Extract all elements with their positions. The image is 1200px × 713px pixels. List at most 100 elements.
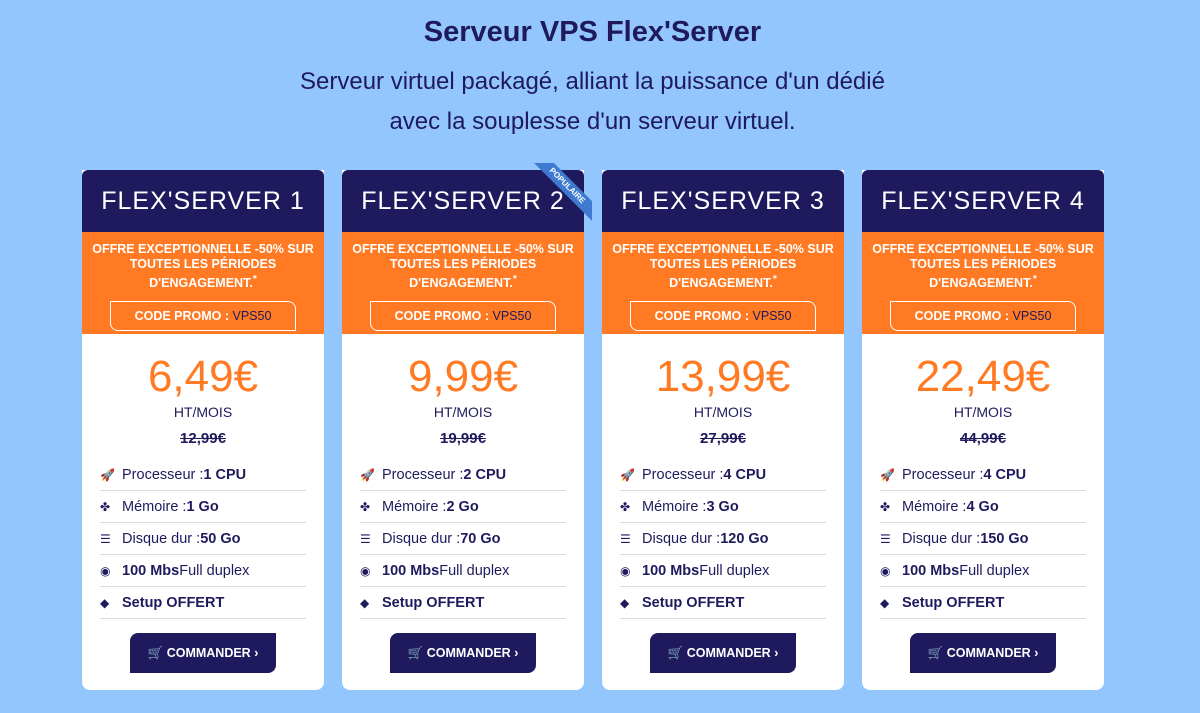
rocket-icon: 🚀 [880, 467, 895, 482]
old-price: 12,99€ [180, 430, 226, 447]
plan-card: FLEX'SERVER 4 OFFRE EXCEPTIONNELLE -50% … [862, 170, 1104, 690]
offer-asterisk: * [772, 274, 777, 285]
feature-memory: ✤ Mémoire : 4 Go [880, 491, 1086, 523]
plan-card: FLEX'SERVER 1 OFFRE EXCEPTIONNELLE -50% … [82, 170, 324, 690]
order-button[interactable]: 🛒 COMMANDER › [910, 633, 1056, 673]
price: 9,99€ [407, 352, 519, 401]
feature-list: 🚀 Processeur : 1 CPU ✤ Mémoire : 1 Go ☰ Dis… [100, 459, 306, 619]
globe-icon: ◉ [620, 563, 631, 578]
feature-network: ◉ 100 Mbs Full duplex [620, 555, 826, 587]
feature-disk: ☰ Disque dur : 50 Go [100, 523, 306, 555]
rocket-icon: 🚀 [360, 467, 375, 482]
feature-network: ◉ 100 Mbs Full duplex [100, 555, 306, 587]
chevron-right-icon: › [1034, 645, 1039, 660]
promo-code-label: CODE PROMO : [394, 309, 493, 324]
memory-icon: ✤ [100, 499, 111, 514]
promo-code: CODE PROMO : VPS50 [890, 301, 1076, 332]
rocket-icon: 🚀 [620, 467, 635, 482]
feature-setup: ◆ Setup OFFERT [880, 587, 1086, 619]
page-title: Serveur VPS Flex'Server [423, 16, 762, 48]
feature-disk: ☰ Disque dur : 150 Go [880, 523, 1086, 555]
plan-name: FLEX'SERVER 3 [602, 170, 844, 232]
order-button[interactable]: 🛒 COMMANDER › [390, 633, 536, 673]
globe-icon: ◉ [360, 563, 371, 578]
server-icon: ☰ [880, 531, 891, 546]
feature-setup: ◆ Setup OFFERT [620, 587, 826, 619]
popular-ribbon-label: POPULAIRE [530, 163, 592, 223]
feature-disk: ☰ Disque dur : 120 Go [620, 523, 826, 555]
promo-code-value: VPS50 [492, 309, 532, 324]
feature-list: 🚀 Processeur : 4 CPU ✤ Mémoire : 3 Go ☰ Dis… [620, 459, 826, 619]
feature-list: 🚀 Processeur : 4 CPU ✤ Mémoire : 4 Go ☰ Dis… [880, 459, 1086, 619]
old-price: 27,99€ [700, 430, 746, 447]
price-unit: HT/MOIS [173, 404, 233, 420]
feature-disk: ☰ Disque dur : 70 Go [360, 523, 566, 555]
tag-icon: ◆ [880, 595, 890, 610]
offer-text: OFFRE EXCEPTIONNELLE -50% SUR TOUTES LES… [92, 242, 314, 291]
feature-cpu: 🚀 Processeur : 1 CPU [100, 459, 306, 491]
memory-icon: ✤ [620, 499, 631, 514]
offer-text: OFFRE EXCEPTIONNELLE -50% SUR TOUTES LES… [612, 242, 834, 291]
promo-code: CODE PROMO : VPS50 [110, 301, 296, 332]
cart-icon: 🛒 [927, 645, 944, 660]
price-unit: HT/MOIS [433, 404, 493, 420]
offer-asterisk: * [1032, 274, 1037, 285]
promo-code-value: VPS50 [232, 309, 272, 324]
feature-network: ◉ 100 Mbs Full duplex [360, 555, 566, 587]
plan-card: FLEX'SERVER 3 OFFRE EXCEPTIONNELLE -50% … [602, 170, 844, 690]
chevron-right-icon: › [254, 645, 259, 660]
promo-code: CODE PROMO : VPS50 [370, 301, 556, 332]
cart-icon: 🛒 [667, 645, 684, 660]
promo-banner: OFFRE EXCEPTIONNELLE -50% SUR TOUTES LES… [862, 232, 1104, 334]
feature-memory: ✤ Mémoire : 2 Go [360, 491, 566, 523]
offer-asterisk: * [512, 274, 517, 285]
feature-memory: ✤ Mémoire : 3 Go [620, 491, 826, 523]
price: 6,49€ [147, 352, 259, 401]
promo-banner: OFFRE EXCEPTIONNELLE -50% SUR TOUTES LES… [342, 232, 584, 334]
tag-icon: ◆ [360, 595, 370, 610]
promo-code: CODE PROMO : VPS50 [630, 301, 816, 332]
plan-card: FLEX'SERVER 2 OFFRE EXCEPTIONNELLE -50% … [342, 163, 592, 690]
price: 22,49€ [915, 352, 1051, 401]
old-price: 19,99€ [440, 430, 486, 447]
promo-code-label: CODE PROMO : [914, 309, 1013, 324]
feature-cpu: 🚀 Processeur : 4 CPU [880, 459, 1086, 491]
memory-icon: ✤ [360, 499, 371, 514]
globe-icon: ◉ [880, 563, 891, 578]
globe-icon: ◉ [100, 563, 111, 578]
order-button[interactable]: 🛒 COMMANDER › [130, 633, 276, 673]
feature-network: ◉ 100 Mbs Full duplex [880, 555, 1086, 587]
plan-name: FLEX'SERVER 1 [82, 170, 324, 232]
cart-icon: 🛒 [407, 645, 424, 660]
server-icon: ☰ [100, 531, 111, 546]
memory-icon: ✤ [880, 499, 891, 514]
order-button[interactable]: 🛒 COMMANDER › [650, 633, 796, 673]
promo-code-value: VPS50 [1012, 309, 1052, 324]
feature-cpu: 🚀 Processeur : 2 CPU [360, 459, 566, 491]
page-subtitle: Serveur virtuel packagé, alliant la puis… [300, 68, 885, 135]
price-unit: HT/MOIS [693, 404, 753, 420]
offer-text: OFFRE EXCEPTIONNELLE -50% SUR TOUTES LES… [352, 242, 574, 291]
promo-code-value: VPS50 [752, 309, 792, 324]
promo-banner: OFFRE EXCEPTIONNELLE -50% SUR TOUTES LES… [602, 232, 844, 334]
price: 13,99€ [655, 352, 791, 401]
cart-icon: 🛒 [147, 645, 164, 660]
promo-banner: OFFRE EXCEPTIONNELLE -50% SUR TOUTES LES… [82, 232, 324, 334]
chevron-right-icon: › [774, 645, 779, 660]
feature-memory: ✤ Mémoire : 1 Go [100, 491, 306, 523]
promo-code-label: CODE PROMO : [134, 309, 233, 324]
feature-cpu: 🚀 Processeur : 4 CPU [620, 459, 826, 491]
offer-asterisk: * [252, 274, 257, 285]
promo-code-label: CODE PROMO : [654, 309, 753, 324]
old-price: 44,99€ [960, 430, 1006, 447]
tag-icon: ◆ [100, 595, 110, 610]
popular-ribbon: POPULAIRE [530, 163, 592, 225]
price-unit: HT/MOIS [953, 404, 1013, 420]
feature-setup: ◆ Setup OFFERT [100, 587, 306, 619]
feature-list: 🚀 Processeur : 2 CPU ✤ Mémoire : 2 Go ☰ Dis… [360, 459, 566, 619]
plan-name: FLEX'SERVER 2 [342, 170, 584, 232]
offer-text: OFFRE EXCEPTIONNELLE -50% SUR TOUTES LES… [872, 242, 1094, 291]
tag-icon: ◆ [620, 595, 630, 610]
chevron-right-icon: › [514, 645, 519, 660]
plan-name: FLEX'SERVER 4 [862, 170, 1104, 232]
